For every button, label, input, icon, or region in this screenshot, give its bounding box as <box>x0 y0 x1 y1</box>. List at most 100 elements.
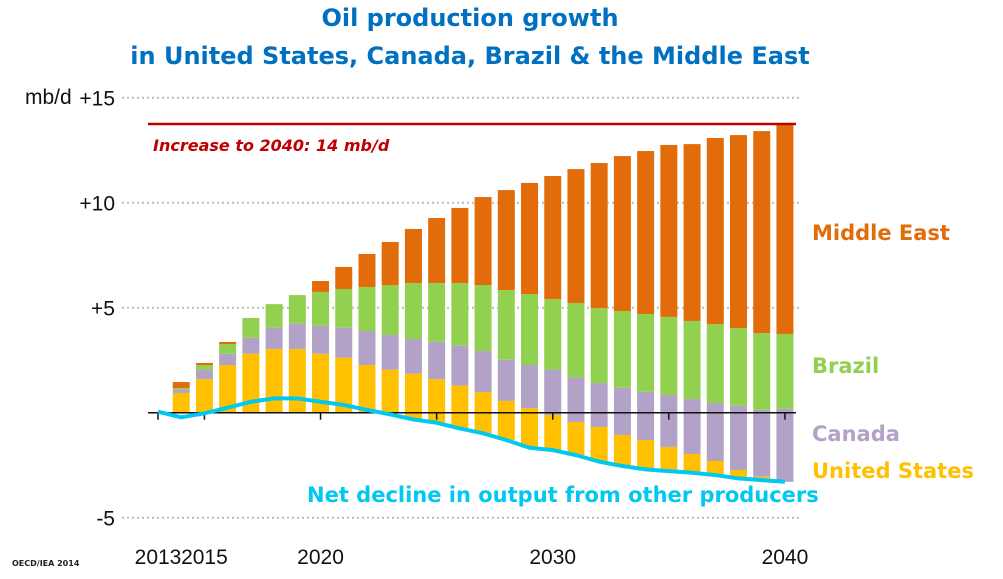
bar-united-states-2030 <box>544 414 562 451</box>
bar-brazil-2027 <box>474 285 492 351</box>
x-tick-label: 2013 <box>135 546 182 569</box>
bar-middle-east-2037 <box>706 138 724 325</box>
bar-middle-east-2027 <box>474 197 492 286</box>
bar-united-states-2021 <box>335 357 353 413</box>
bar-middle-east-2029 <box>521 182 539 295</box>
bar-canada-2016 <box>219 353 237 366</box>
source-label: OECD/IEA 2014 <box>12 559 80 568</box>
x-tick-label: 2030 <box>529 546 576 569</box>
bar-canada-2029 <box>521 365 539 409</box>
bar-brazil-2035 <box>660 316 678 396</box>
increase-annotation: Increase to 2040: 14 mb/d <box>153 136 390 155</box>
y-tick-label: +5 <box>91 298 115 321</box>
bar-united-states-2028 <box>497 400 515 440</box>
bar-brazil-2020 <box>312 291 330 326</box>
bar-canada-2039 <box>753 409 771 477</box>
y-tick-label: +10 <box>79 193 115 216</box>
bar-middle-east-2036 <box>683 144 701 321</box>
bar-united-states-2037 <box>706 461 724 476</box>
bar-middle-east-2014 <box>172 382 190 389</box>
bar-united-states-2029 <box>521 408 539 448</box>
bar-middle-east-2026 <box>451 207 469 284</box>
bar-united-states-2032 <box>590 426 608 462</box>
bar-canada-2038 <box>730 405 747 471</box>
bar-canada-2023 <box>381 335 399 370</box>
bar-brazil-2040 <box>776 333 794 409</box>
bar-brazil-2014 <box>172 388 190 390</box>
bar-united-states-2031 <box>567 421 585 456</box>
bar-canada-2040 <box>776 408 794 482</box>
bar-middle-east-2032 <box>590 163 608 309</box>
bar-brazil-2031 <box>567 303 585 378</box>
bar-middle-east-2030 <box>544 176 562 300</box>
bar-brazil-2036 <box>683 320 701 400</box>
chart-title-line-1: Oil production growth <box>321 4 618 32</box>
bar-canada-2027 <box>474 350 492 393</box>
legend-united-states: United States <box>812 459 974 483</box>
bar-canada-2034 <box>637 391 655 440</box>
bar-canada-2030 <box>544 369 562 415</box>
bar-brazil-2019 <box>288 295 306 324</box>
bar-united-states-2020 <box>312 353 330 413</box>
bar-canada-2033 <box>613 387 631 435</box>
bar-brazil-2029 <box>521 294 539 366</box>
bar-canada-2021 <box>335 327 353 358</box>
bar-brazil-2034 <box>637 314 655 392</box>
bar-middle-east-2023 <box>381 241 399 286</box>
chart-title-line-2: in United States, Canada, Brazil & the M… <box>130 42 809 70</box>
bar-brazil-2021 <box>335 289 353 328</box>
bar-united-states-2016 <box>219 365 237 413</box>
bar-brazil-2023 <box>381 285 399 335</box>
bar-brazil-2024 <box>404 283 422 339</box>
bar-brazil-2022 <box>358 287 376 332</box>
bar-canada-2020 <box>312 325 330 354</box>
bar-canada-2014 <box>172 389 190 393</box>
bar-united-states-2014 <box>172 392 190 413</box>
bar-united-states-2019 <box>288 349 306 413</box>
bar-united-states-2024 <box>404 373 422 420</box>
bar-middle-east-2024 <box>404 228 422 284</box>
x-tick-label: 2020 <box>297 546 344 569</box>
legend-canada: Canada <box>812 422 900 446</box>
bar-canada-2036 <box>683 399 701 455</box>
x-tick-label: 2040 <box>762 546 809 569</box>
bar-brazil-2018 <box>265 304 283 328</box>
bar-united-states-2015 <box>195 379 213 413</box>
bar-united-states-2023 <box>381 369 399 413</box>
bar-united-states-2033 <box>613 434 631 467</box>
legend-brazil: Brazil <box>812 354 879 378</box>
y-axis-unit-label: mb/d <box>25 86 72 109</box>
bar-united-states-2038 <box>730 470 747 479</box>
bar-middle-east-2025 <box>428 218 446 284</box>
net-decline-line <box>157 396 786 484</box>
bar-middle-east-2021 <box>335 266 353 290</box>
bar-brazil-2026 <box>451 283 469 346</box>
bar-canada-2028 <box>497 359 515 401</box>
bar-united-states-2017 <box>242 353 260 413</box>
bar-united-states-2036 <box>683 454 701 473</box>
net-decline-label: Net decline in output from other produce… <box>307 483 819 507</box>
bar-united-states-2018 <box>265 349 283 413</box>
bar-canada-2024 <box>404 338 422 374</box>
y-tick-label: -5 <box>96 508 115 531</box>
bar-canada-2035 <box>660 395 678 447</box>
bar-united-states-2034 <box>637 440 655 470</box>
bar-canada-2015 <box>195 369 213 380</box>
bar-brazil-2033 <box>613 311 631 388</box>
legend-middle-east: Middle East <box>812 221 950 245</box>
bar-canada-2025 <box>428 341 446 380</box>
bar-united-states-2026 <box>451 385 469 429</box>
bar-middle-east-2040 <box>776 123 794 334</box>
x-tick-label: 2015 <box>181 546 228 569</box>
bar-canada-2037 <box>706 403 724 461</box>
bar-brazil-2032 <box>590 308 608 384</box>
bar-middle-east-2034 <box>637 151 655 314</box>
y-tick-label: +15 <box>79 88 115 111</box>
bar-middle-east-2039 <box>753 131 771 334</box>
bar-brazil-2017 <box>242 317 260 338</box>
bar-middle-east-2022 <box>358 253 376 288</box>
bar-middle-east-2028 <box>497 190 515 291</box>
bar-middle-east-2038 <box>730 135 747 329</box>
bar-middle-east-2031 <box>567 169 585 304</box>
